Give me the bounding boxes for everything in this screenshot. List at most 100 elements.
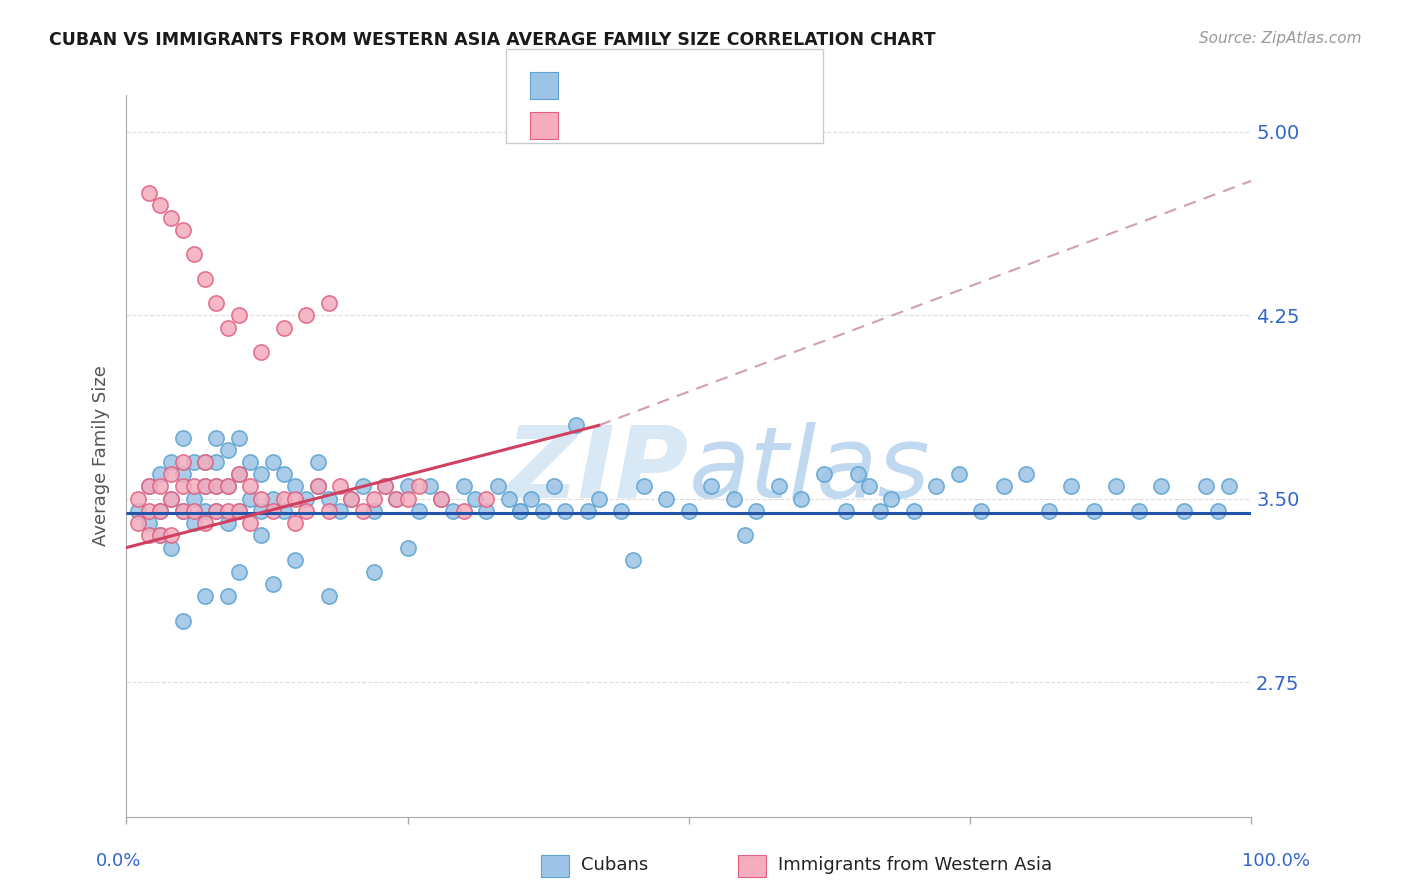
Point — [172, 467, 194, 482]
Point — [284, 479, 307, 493]
Text: Cubans: Cubans — [581, 856, 648, 874]
Point — [217, 442, 239, 457]
Point — [149, 528, 172, 542]
Point — [239, 455, 262, 469]
Point — [138, 516, 160, 530]
Point — [183, 247, 205, 261]
Point — [228, 431, 250, 445]
Point — [1015, 467, 1038, 482]
Point — [396, 541, 419, 555]
Point — [858, 479, 880, 493]
Point — [262, 577, 284, 591]
Point — [633, 479, 655, 493]
Point — [284, 491, 307, 506]
Text: 0.279: 0.279 — [614, 117, 666, 135]
Point — [205, 296, 228, 310]
Point — [576, 504, 599, 518]
Text: 0.019: 0.019 — [614, 77, 665, 95]
Point — [183, 455, 205, 469]
Point — [543, 479, 565, 493]
Point — [194, 590, 217, 604]
Point — [284, 553, 307, 567]
Point — [768, 479, 790, 493]
Point — [239, 516, 262, 530]
Point — [138, 528, 160, 542]
Point — [262, 455, 284, 469]
Point — [396, 479, 419, 493]
Point — [138, 504, 160, 518]
Point — [205, 455, 228, 469]
Point — [475, 504, 498, 518]
Point — [217, 590, 239, 604]
Point — [183, 479, 205, 493]
Point — [307, 479, 329, 493]
Point — [160, 491, 183, 506]
Point — [745, 504, 768, 518]
Point — [205, 504, 228, 518]
Point — [385, 491, 408, 506]
Point — [1173, 504, 1195, 518]
Point — [621, 553, 644, 567]
Point — [273, 491, 295, 506]
Point — [172, 504, 194, 518]
Point — [194, 455, 217, 469]
Point — [610, 504, 633, 518]
Point — [205, 479, 228, 493]
Point — [217, 516, 239, 530]
Point — [1105, 479, 1128, 493]
Point — [172, 455, 194, 469]
Point — [554, 504, 576, 518]
Point — [318, 296, 340, 310]
Point — [700, 479, 723, 493]
Point — [396, 491, 419, 506]
Point — [149, 528, 172, 542]
Point — [250, 504, 273, 518]
Point — [678, 504, 700, 518]
Point — [846, 467, 869, 482]
Point — [1128, 504, 1150, 518]
Point — [441, 504, 464, 518]
Point — [194, 479, 217, 493]
Point — [138, 186, 160, 200]
Point — [160, 455, 183, 469]
Point — [205, 479, 228, 493]
Point — [948, 467, 970, 482]
Point — [520, 491, 543, 506]
Point — [993, 479, 1015, 493]
Point — [723, 491, 745, 506]
Point — [228, 504, 250, 518]
Point — [183, 491, 205, 506]
Text: Source: ZipAtlas.com: Source: ZipAtlas.com — [1198, 31, 1361, 46]
Text: 59: 59 — [720, 117, 742, 135]
Point — [340, 491, 363, 506]
Point — [228, 504, 250, 518]
Point — [430, 491, 453, 506]
Point — [408, 504, 430, 518]
Point — [475, 491, 498, 506]
Point — [363, 491, 385, 506]
Point — [239, 479, 262, 493]
Point — [453, 479, 475, 493]
Text: 109: 109 — [720, 77, 754, 95]
Point — [1150, 479, 1173, 493]
Point — [284, 516, 307, 530]
Point — [262, 491, 284, 506]
Point — [217, 504, 239, 518]
Text: N =: N = — [678, 117, 717, 135]
Point — [1060, 479, 1083, 493]
Text: atlas: atlas — [689, 422, 931, 519]
Point — [1206, 504, 1229, 518]
Point — [1038, 504, 1060, 518]
Point — [430, 491, 453, 506]
Point — [138, 479, 160, 493]
Point — [262, 504, 284, 518]
Point — [194, 455, 217, 469]
Point — [194, 271, 217, 285]
Point — [250, 491, 273, 506]
Point — [498, 491, 520, 506]
Point — [734, 528, 756, 542]
Point — [250, 467, 273, 482]
Text: R =: R = — [572, 77, 612, 95]
Point — [374, 479, 396, 493]
Point — [352, 504, 374, 518]
